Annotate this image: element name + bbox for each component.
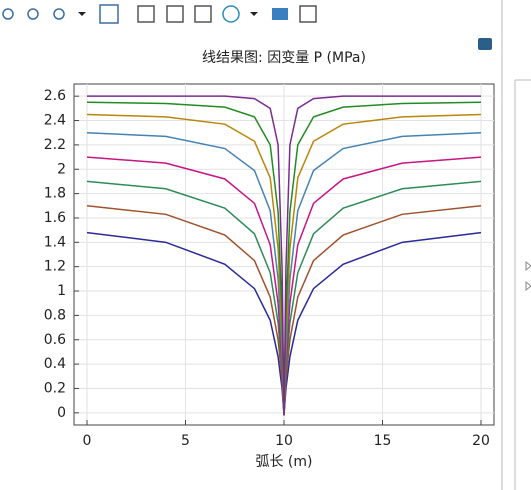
dropdown-icon[interactable]	[78, 12, 86, 16]
y-tick-label: 0.4	[44, 356, 66, 372]
y-tick-label: 2.2	[44, 137, 66, 153]
zoom-extents-icon[interactable]	[99, 4, 119, 24]
zoom-box-icon[interactable]	[53, 8, 65, 20]
dropdown-icon[interactable]	[250, 12, 258, 16]
grid-icon[interactable]	[137, 5, 155, 23]
camera-icon[interactable]	[272, 8, 288, 20]
print-icon[interactable]	[299, 5, 317, 23]
x-tick-label: 0	[83, 433, 92, 449]
y-tick-label: 2.4	[44, 113, 66, 129]
x-tick-label: 20	[472, 433, 490, 449]
zoom-in-icon[interactable]	[2, 8, 14, 20]
toolbar	[2, 4, 317, 24]
color-icon[interactable]	[222, 5, 240, 23]
x-tick-label: 5	[181, 433, 190, 449]
plot-area: 0 0.2 0.4 0.6 0.8 1 1.2 1.4 1.6 1.8 2 2.2 2.4 2.6 0 5 10…	[44, 84, 494, 449]
x-tick-label: 15	[374, 433, 392, 449]
y-tick-label: 0.6	[44, 332, 66, 348]
y-tick-label: 1.6	[44, 210, 66, 226]
x-axis-label: 弧长 (m)	[255, 454, 312, 470]
axis-icon[interactable]	[166, 5, 184, 23]
y-tick-label: 1	[57, 283, 66, 299]
zoom-out-icon[interactable]	[27, 8, 39, 20]
y-tick-label: 0.8	[44, 307, 66, 323]
y-tick-label: 2.6	[44, 88, 66, 104]
y-tick-label: 2	[57, 161, 66, 177]
x-tick-label: 10	[275, 433, 293, 449]
y-tick-label: 0	[57, 405, 66, 421]
data-line	[87, 95, 481, 416]
expand-icon[interactable]	[525, 280, 531, 292]
legend-icon[interactable]	[194, 5, 212, 23]
expand-icon[interactable]	[525, 260, 531, 272]
window-icon[interactable]	[478, 38, 492, 50]
y-tick-label: 0.2	[44, 380, 66, 396]
y-tick-label: 1.2	[44, 259, 66, 275]
chart-title: 线结果图: 因变量 P (MPa)	[202, 50, 366, 66]
y-tick-label: 1.4	[44, 234, 66, 250]
y-tick-label: 1.8	[44, 186, 66, 202]
